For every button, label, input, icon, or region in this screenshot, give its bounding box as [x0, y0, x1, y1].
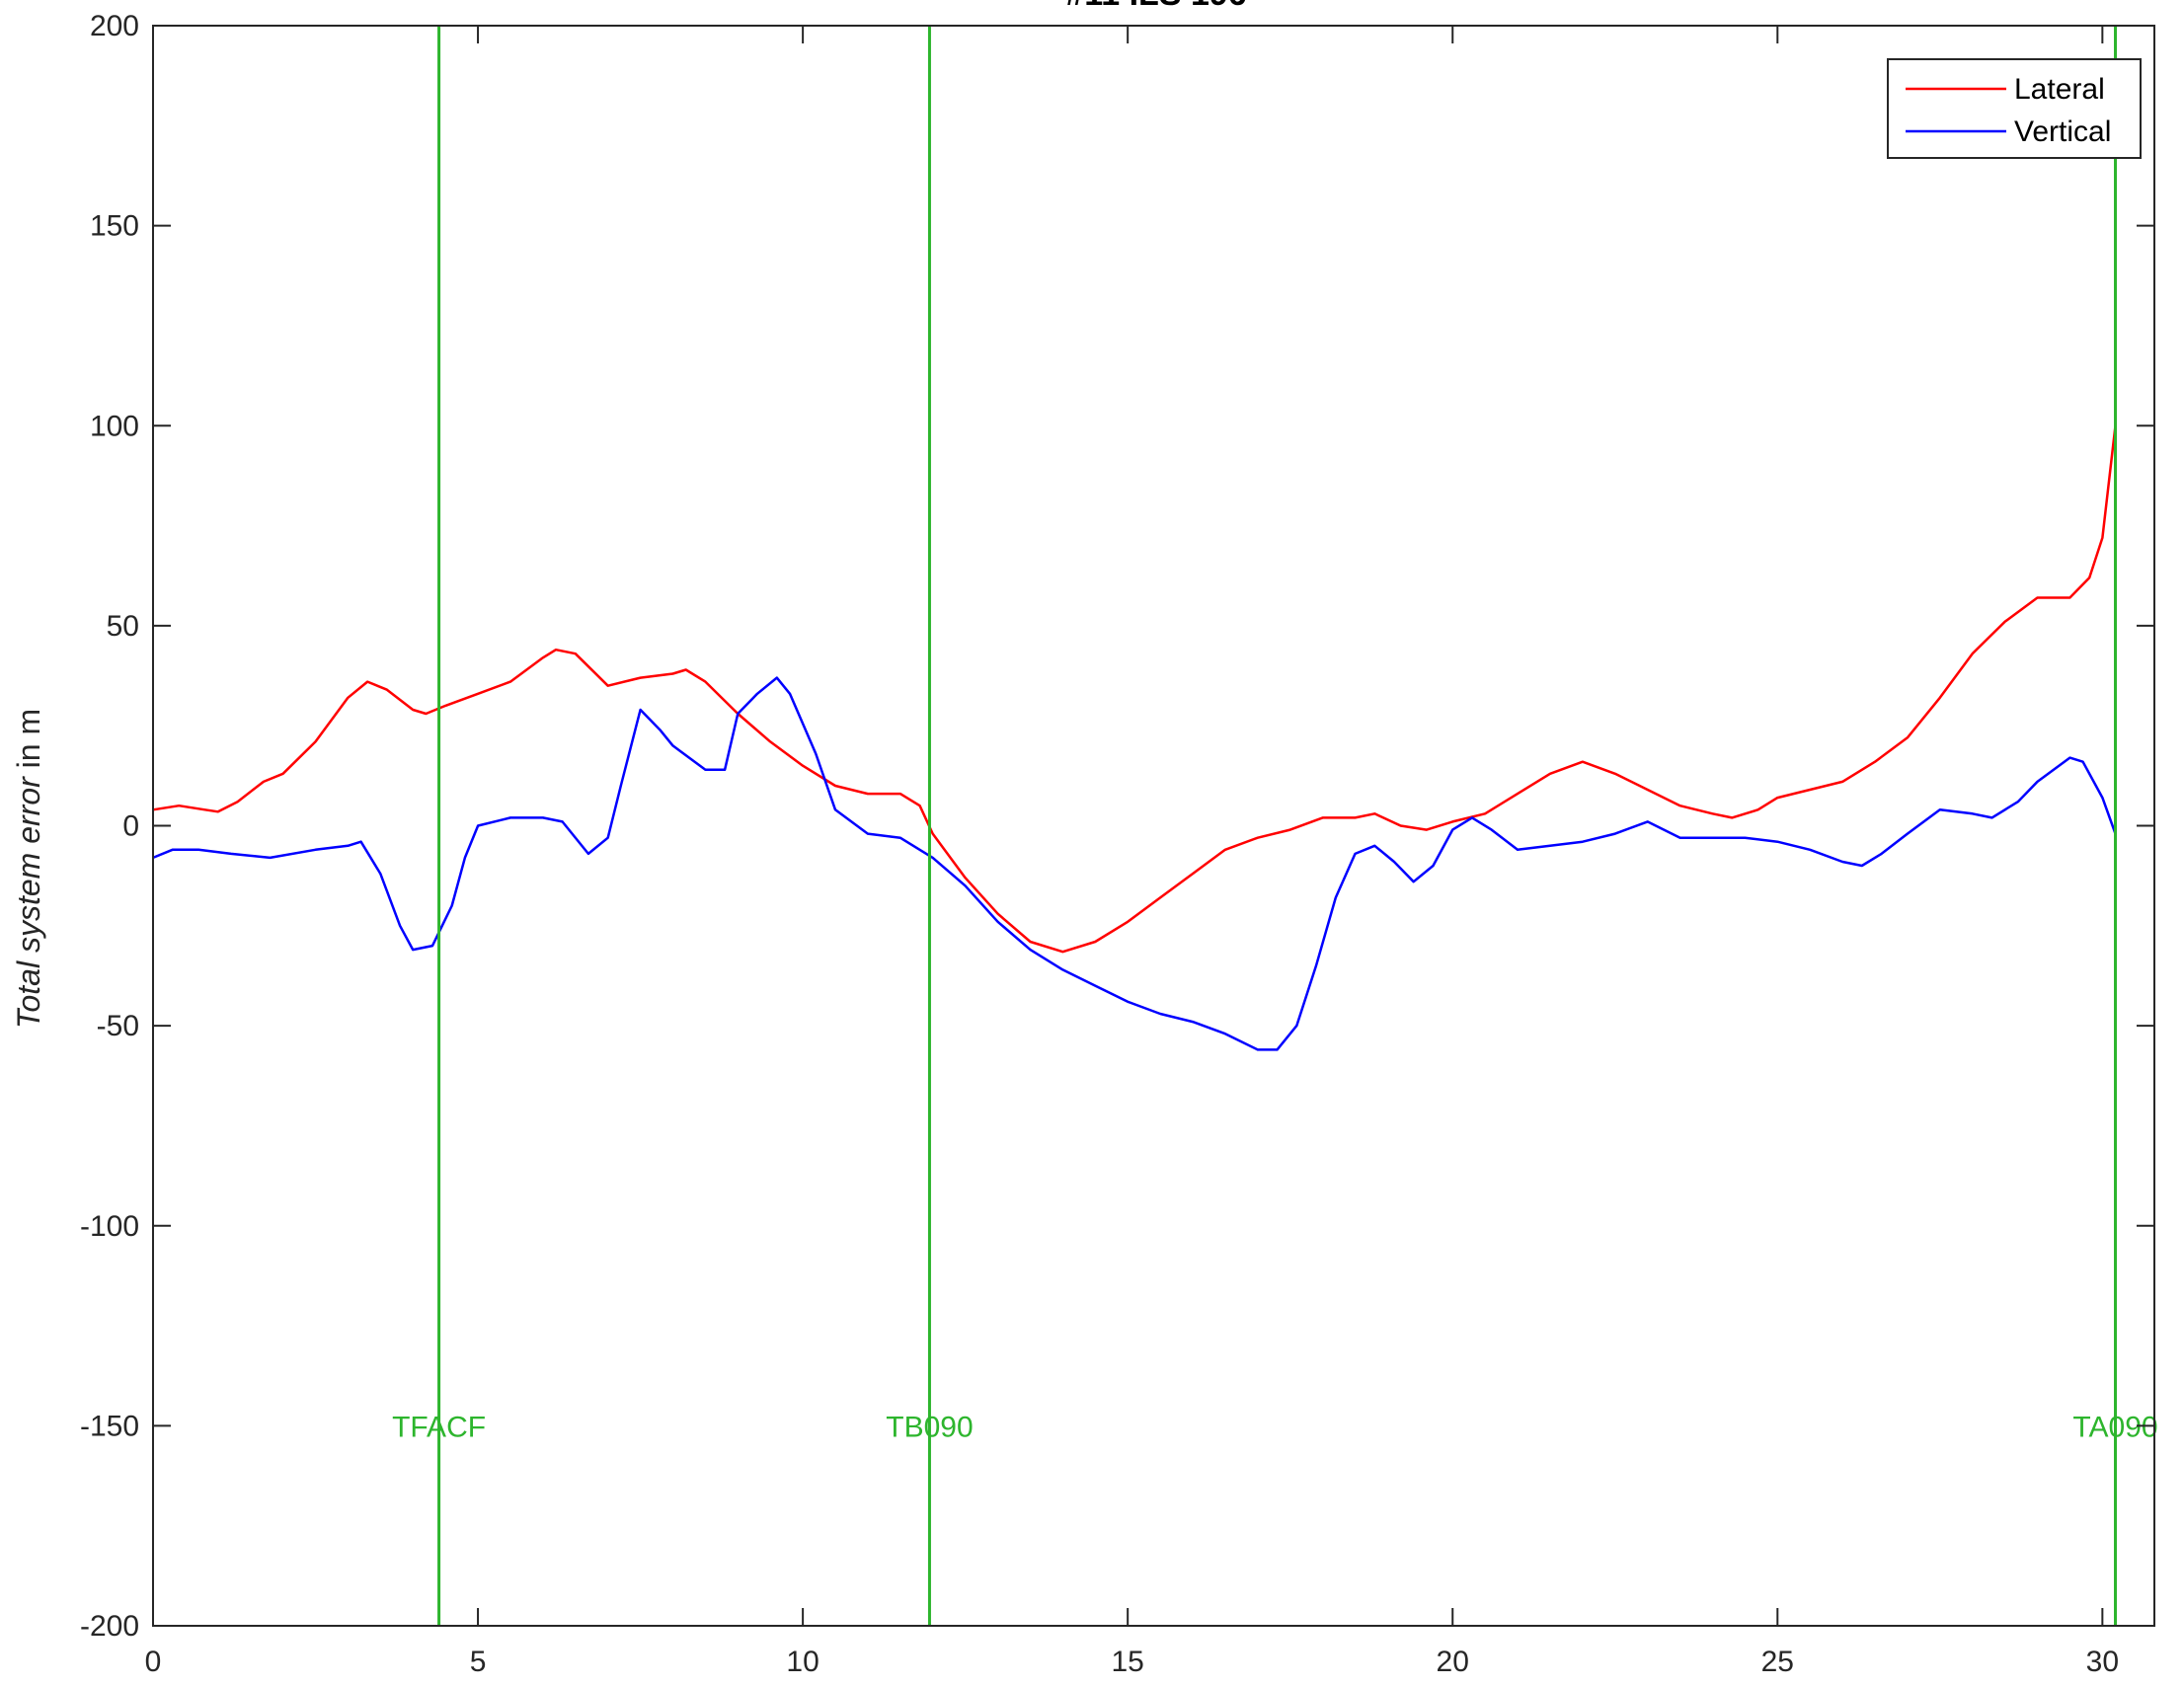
- y-tick-label: -150: [80, 1410, 139, 1442]
- marker-label-tb090: TB090: [886, 1411, 973, 1443]
- chart-title: #11 ILS 196: [1065, 0, 1246, 13]
- y-axis-label: Total system error in m: [11, 709, 46, 1029]
- x-tick-label: 25: [1761, 1646, 1794, 1678]
- marker-label-ta090: TA090: [2072, 1411, 2157, 1443]
- y-tick-label: -100: [80, 1210, 139, 1243]
- y-tick-label: -200: [80, 1610, 139, 1643]
- x-tick-label: 20: [1437, 1646, 1469, 1678]
- marker-label-tfacf: TFACF: [392, 1411, 486, 1443]
- y-tick-label: 150: [90, 210, 139, 243]
- x-tick-label: 10: [786, 1646, 819, 1678]
- y-tick-label: 0: [122, 810, 139, 843]
- legend-label-vertical: Vertical: [2014, 115, 2111, 148]
- series-line-lateral: [152, 425, 2117, 954]
- x-tick-label: 0: [145, 1646, 162, 1678]
- x-tick-label: 30: [2086, 1646, 2119, 1678]
- marker-layer: TFACF TB090 TA090: [392, 26, 2158, 1626]
- y-tick-label: 200: [90, 10, 139, 42]
- y-tick-label: 100: [90, 410, 139, 442]
- legend-box: [1887, 58, 2142, 159]
- series-layer: [152, 425, 2117, 1051]
- y-axis-label-unit: in m: [11, 709, 46, 777]
- legend: Lateral Vertical: [1887, 58, 2142, 159]
- y-tick-label: 50: [107, 610, 139, 643]
- y-axis-label-italic: Total system error: [11, 776, 46, 1029]
- x-tick-label: 15: [1111, 1646, 1143, 1678]
- x-tick-label: 5: [470, 1646, 487, 1678]
- axis-ticks: 0 5 10 15 20 25 30 200 150 100 50 0 -50 -100 -150 -200: [80, 10, 2154, 1678]
- legend-label-lateral: Lateral: [2014, 73, 2105, 106]
- y-tick-label: -50: [97, 1010, 139, 1042]
- series-line-vertical: [152, 676, 2117, 1051]
